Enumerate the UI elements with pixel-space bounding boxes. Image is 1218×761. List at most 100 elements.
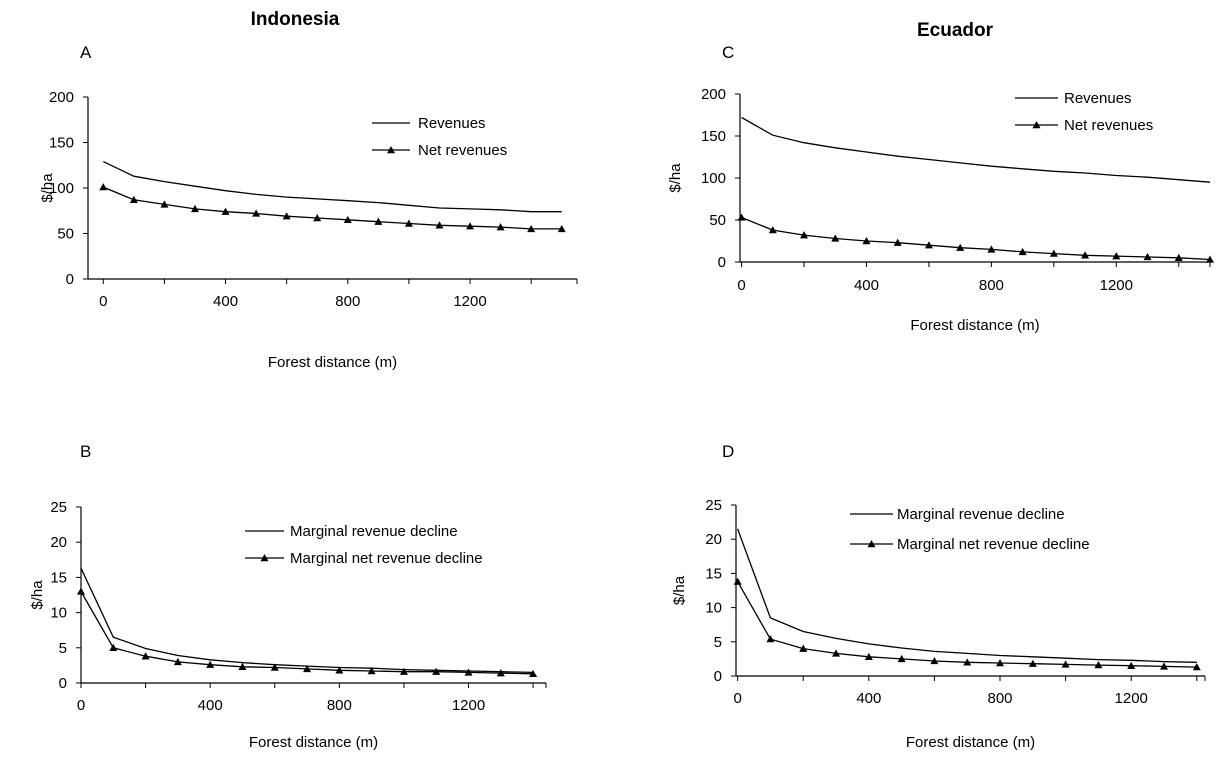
chart-c-series-2-point [956, 243, 965, 251]
chart-a-y-tick-label: 150 [49, 135, 74, 152]
chart-c-series-2-point [1049, 249, 1058, 257]
chart-c-series-2-point [987, 245, 996, 253]
chart-a-legend-label-2: Net revenues [418, 142, 507, 159]
chart-a-series-2-point [496, 223, 505, 231]
panel-letter-a: A [80, 43, 92, 62]
chart-b-series-2-point [399, 667, 408, 675]
chart-a-series-2-point [343, 215, 352, 224]
chart-c-series-2-point [1081, 251, 1090, 259]
chart-b-series-2-point [206, 660, 215, 668]
chart-a-y-tick-label: 50 [57, 226, 74, 243]
chart-a-y-tick-label: 0 [66, 271, 74, 288]
chart-a-series-2-point [527, 224, 536, 233]
chart-a-series-1-line [103, 161, 562, 213]
chart-b-series-2-point [464, 668, 473, 676]
chart-a-x-tick-label: 0 [99, 293, 107, 310]
chart-c-x-tick-label: 1200 [1100, 277, 1133, 294]
chart-b-x-tick-label: 400 [198, 697, 223, 714]
chart-b-series-2-point [238, 662, 247, 671]
chart-c-y-tick-label: 150 [701, 128, 726, 145]
chart-b-x-tick-label: 0 [77, 697, 85, 714]
chart-b-y-tick-label: 0 [59, 675, 67, 692]
chart-panel-d: 0 5 10 15 20 25 0 400 800 1200 $/ha Forest distance… [671, 497, 1206, 751]
chart-a-x-tick-label: 400 [213, 293, 238, 310]
chart-b-x-tick-label: 1200 [452, 697, 485, 714]
country-title-indonesia: Indonesia [251, 9, 340, 30]
chart-d-y-tick-label: 0 [714, 668, 722, 685]
chart-panel-b: 0 5 10 15 20 25 0 400 800 1200 $/ha Forest distance… [29, 499, 547, 751]
chart-c-y-tick-label: 100 [701, 170, 726, 187]
chart-c-series-2-point [768, 226, 777, 234]
chart-a-series-2-point [129, 195, 138, 204]
chart-d-series-2-point [1094, 661, 1103, 669]
chart-d-y-tick-label: 20 [705, 531, 722, 548]
chart-d-series-2-point [1127, 661, 1136, 669]
chart-b-x-tick-label: 800 [327, 697, 352, 714]
chart-d-series-2-point [832, 649, 841, 657]
chart-d-series-2-point [733, 577, 742, 585]
chart-a-x-axis-label: Forest distance (m) [268, 354, 397, 371]
chart-c-x-tick-label: 400 [854, 277, 879, 294]
chart-c-legend-label-2: Net revenues [1064, 117, 1153, 134]
chart-b-series-2-point [529, 669, 538, 678]
chart-b-legend-label-2: Marginal net revenue decline [290, 550, 483, 567]
chart-b-legend-marker-2 [260, 554, 269, 562]
chart-a-series-2-point [557, 224, 566, 233]
chart-d-legend-label-1: Marginal revenue decline [897, 506, 1065, 523]
chart-c-series-2-point [1206, 255, 1214, 263]
chart-d-series-2-point [1028, 659, 1037, 667]
chart-c-series-2-line [741, 216, 1211, 261]
chart-c-series-2-point [1112, 252, 1121, 260]
chart-b-x-axis-label: Forest distance (m) [249, 734, 378, 751]
chart-panel-a: 0 50 100 150 200 0 400 800 1200 $/ha Forest distan… [39, 89, 578, 371]
chart-b-series-2-point [270, 663, 279, 671]
chart-b-series-2-line [80, 591, 534, 675]
panel-letter-b: B [80, 442, 91, 461]
chart-c-series-2-point [893, 238, 902, 246]
chart-a-series-2-point [313, 214, 322, 222]
chart-b-series-2-point [109, 643, 118, 651]
chart-d-y-tick-label: 5 [714, 634, 722, 651]
chart-d-legend-marker-2 [867, 540, 876, 548]
panel-letter-d: D [722, 442, 734, 461]
chart-b-series-2-point [141, 652, 150, 660]
chart-a-legend-label-1: Revenues [418, 115, 486, 132]
chart-a-series-2-point [404, 219, 413, 227]
chart-b-y-tick-label: 20 [50, 534, 67, 551]
chart-b-series-2-point [77, 587, 85, 595]
chart-c-y-tick-label: 200 [701, 86, 726, 103]
chart-d-x-tick-label: 0 [733, 690, 741, 707]
chart-d-series-2-point [799, 644, 808, 652]
chart-d-series-2-point [864, 652, 873, 661]
chart-d-y-tick-label: 25 [705, 497, 722, 514]
chart-c-series-2-point [1018, 247, 1027, 256]
chart-c-y-tick-label: 50 [709, 212, 726, 229]
chart-b-series-2-point [173, 657, 182, 666]
chart-d-y-tick-label: 10 [705, 600, 722, 617]
chart-c-legend-marker-2 [1032, 121, 1041, 129]
chart-d-series-2-point [1192, 663, 1201, 671]
chart-b-series-2-point [496, 669, 505, 677]
chart-a-series-2-line [103, 186, 562, 230]
chart-a-series-2-point [99, 183, 108, 191]
chart-d-series-2-point [930, 656, 939, 665]
chart-d-series-2-point [1061, 660, 1070, 668]
chart-a-series-2-point [252, 209, 261, 217]
chart-b-series-2-point [303, 664, 312, 673]
panel-letter-c: C [722, 43, 734, 62]
chart-d-legend-label-2: Marginal net revenue decline [897, 536, 1090, 553]
chart-b-y-axis-label: $/ha [29, 580, 46, 610]
chart-c-series-2-point [737, 213, 746, 221]
chart-c-legend-label-1: Revenues [1064, 90, 1132, 107]
chart-d-series-1-line [736, 528, 1197, 663]
chart-a-y-axis-label: $/ha [39, 173, 56, 203]
chart-d-series-2-point [897, 654, 906, 663]
chart-d-series-2-point [996, 659, 1005, 667]
chart-c-series-2-point [1174, 253, 1183, 261]
chart-b-y-tick-label: 15 [50, 569, 67, 586]
chart-c-series-1-line [741, 116, 1211, 183]
chart-a-series-2-point [374, 217, 383, 225]
chart-b-y-tick-label: 5 [59, 640, 67, 657]
chart-c-series-2-point [862, 237, 871, 245]
